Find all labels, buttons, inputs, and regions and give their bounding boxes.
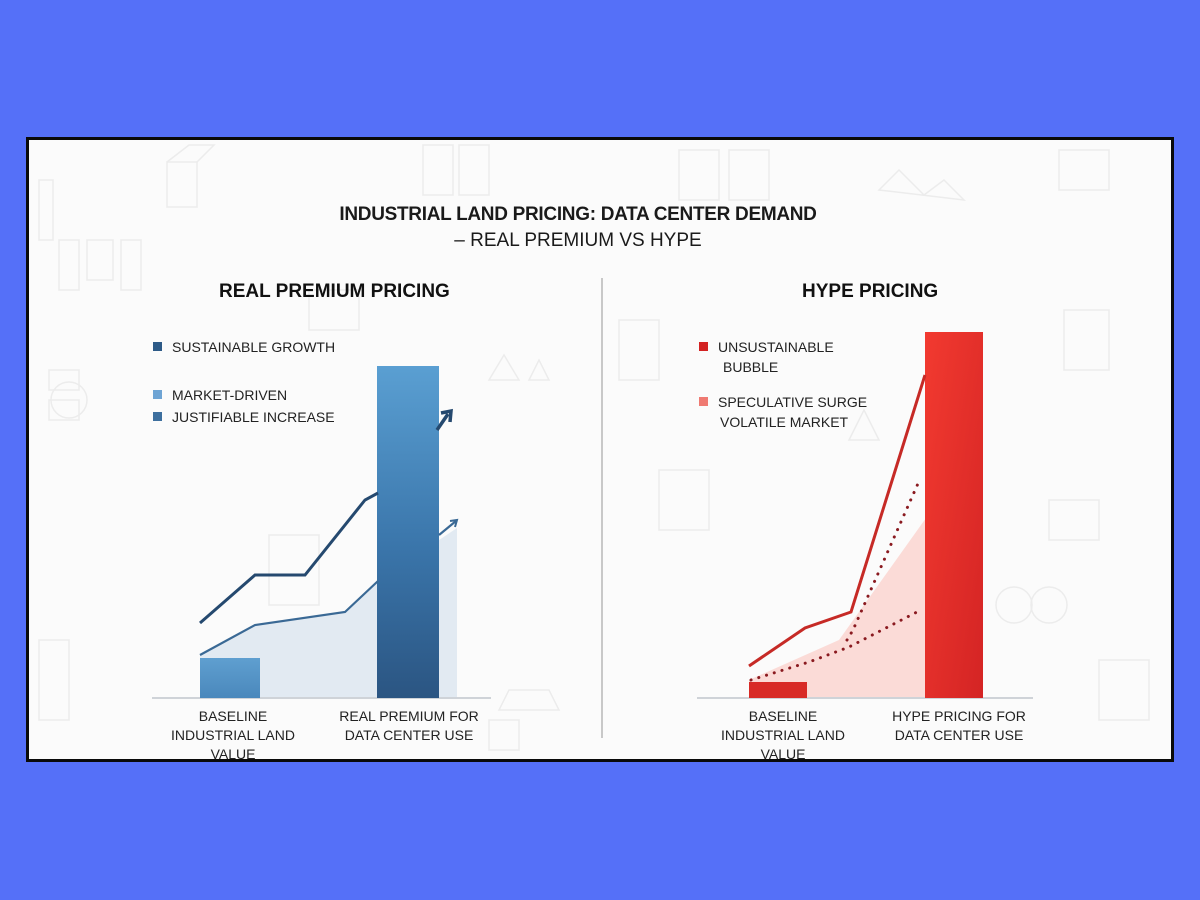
- left-bar-real-premium: [377, 366, 439, 698]
- right-line-unsustainable-bubble: [748, 374, 927, 668]
- xlabel-line1: BASELINE: [748, 708, 818, 724]
- right-chart-plot: [697, 332, 1033, 699]
- right-line-speculative-surge: [845, 477, 922, 642]
- legend-swatch-icon: [153, 412, 162, 421]
- left-legend-item-sustainable-growth: SUSTAINABLE GROWTH: [153, 337, 335, 357]
- legend-label-line2: BUBBLE: [723, 359, 779, 375]
- left-panel-title: REAL PREMIUM PRICING: [219, 281, 450, 302]
- xlabel-line2: INDUSTRIAL LAND VALUE: [721, 727, 845, 762]
- infographic-frame: INDUSTRIAL LAND PRICING: DATA CENTER DEM…: [26, 137, 1174, 762]
- legend-swatch-icon: [699, 397, 708, 406]
- legend-label: MARKET-DRIVEN: [172, 387, 288, 403]
- xlabel-line1: BASELINE: [198, 708, 268, 724]
- left-legend-item-market-driven: MARKET-DRIVEN: [153, 385, 287, 405]
- left-xlabel-real-premium: REAL PREMIUM FOR DATA CENTER USE: [329, 707, 489, 745]
- left-line-sustainable-growth: [199, 491, 379, 625]
- right-shaded-area: [749, 518, 926, 698]
- legend-label-line2: VOLATILE MARKET: [720, 414, 849, 430]
- left-bar-baseline: [200, 658, 260, 698]
- right-bar-baseline: [749, 682, 807, 698]
- legend-swatch-icon: [153, 390, 162, 399]
- right-panel-title: HYPE PRICING: [802, 281, 939, 302]
- xlabel-line1: HYPE PRICING FOR: [892, 708, 1026, 724]
- left-chart-plot: [152, 366, 491, 699]
- main-subtitle: – REAL PREMIUM VS HYPE: [454, 230, 702, 251]
- xlabel-line1: REAL PREMIUM FOR: [339, 708, 479, 724]
- background-line-art-icons: [38, 144, 1150, 751]
- xlabel-line2: DATA CENTER USE: [344, 727, 474, 743]
- right-legend-item-unsustainable-bubble: UNSUSTAINABLE BUBBLE: [699, 337, 834, 377]
- legend-label: SUSTAINABLE GROWTH: [172, 339, 336, 355]
- legend-label: UNSUSTAINABLE: [718, 339, 834, 355]
- left-line-justifiable-increase: [199, 580, 379, 656]
- main-title: INDUSTRIAL LAND PRICING: DATA CENTER DEM…: [339, 204, 817, 225]
- right-legend-item-speculative-surge: SPECULATIVE SURGE VOLATILE MARKET: [699, 392, 867, 432]
- left-legend-item-justifiable-increase: JUSTIFIABLE INCREASE: [153, 407, 335, 427]
- xlabel-line2: INDUSTRIAL LAND VALUE: [171, 727, 295, 762]
- right-bar-hype: [925, 332, 983, 698]
- right-line-volatile-market: [749, 610, 919, 682]
- legend-label: SPECULATIVE SURGE: [718, 394, 868, 410]
- xlabel-line2: DATA CENTER USE: [894, 727, 1024, 743]
- legend-swatch-icon: [153, 342, 162, 351]
- right-xlabel-baseline: BASELINE INDUSTRIAL LAND VALUE: [701, 707, 865, 764]
- right-xlabel-hype: HYPE PRICING FOR DATA CENTER USE: [879, 707, 1039, 745]
- legend-label: JUSTIFIABLE INCREASE: [172, 409, 335, 425]
- left-xlabel-baseline: BASELINE INDUSTRIAL LAND VALUE: [149, 707, 317, 764]
- legend-swatch-icon: [699, 342, 708, 351]
- panel-divider: [601, 278, 603, 738]
